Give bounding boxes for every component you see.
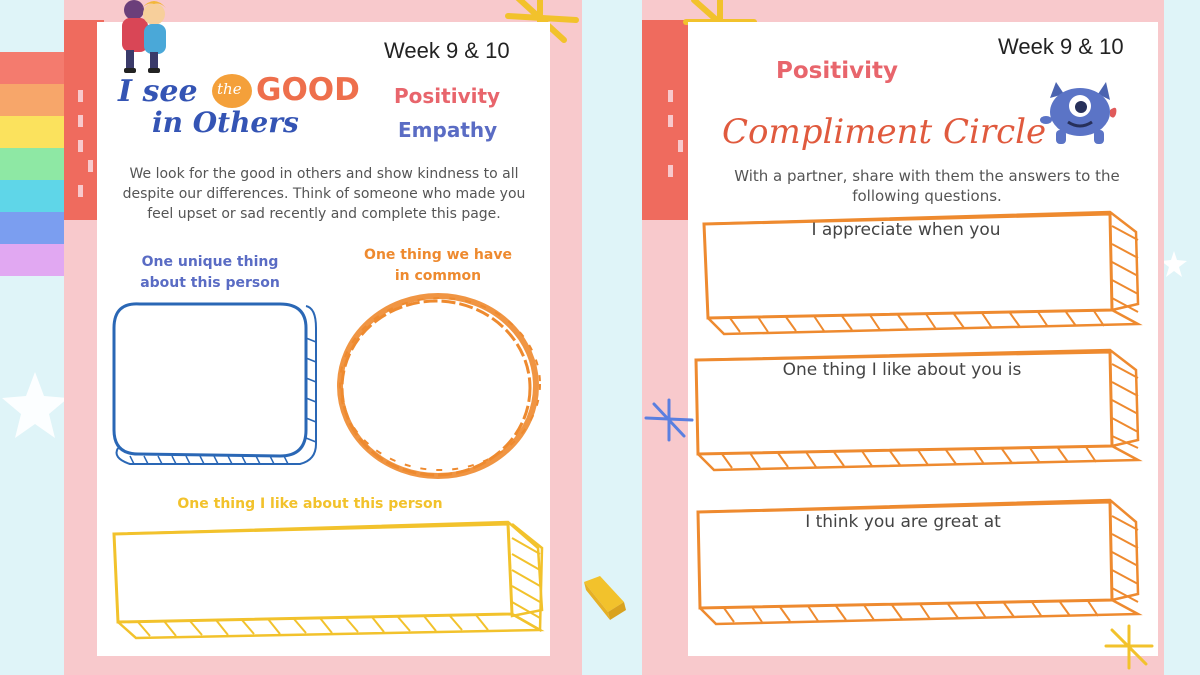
prompt-line: One unique thing — [141, 254, 279, 270]
coral-blob-right — [642, 20, 690, 220]
rainbow-stripes — [0, 52, 64, 276]
rainbow-stripe — [0, 180, 64, 212]
blue-sparkle-icon — [644, 398, 694, 442]
intro-text: We look for the good in others and show … — [108, 164, 540, 224]
yellow-sparkle-icon — [1104, 624, 1154, 670]
prompt-line: One thing we have — [364, 247, 512, 263]
title-i-see: I see — [118, 74, 198, 109]
value-positivity: Positivity — [776, 58, 898, 84]
rainbow-stripe — [0, 116, 64, 148]
rainbow-stripe — [0, 244, 64, 276]
purple-monster-icon — [1040, 82, 1117, 144]
answer-box-like-about-you[interactable] — [692, 348, 1143, 476]
children-hugging-icon — [122, 0, 166, 73]
compliment-circle-title: Compliment Circle — [722, 112, 1047, 152]
intro-line: feel upset or sad recently and complete … — [147, 206, 501, 222]
week-label: Week 9 & 10 — [998, 34, 1124, 59]
like-person-box[interactable] — [108, 518, 548, 648]
title-in-others: in Others — [152, 106, 299, 139]
value-positivity: Positivity — [394, 84, 501, 108]
rainbow-stripe — [0, 52, 64, 84]
rainbow-stripe — [0, 148, 64, 180]
value-empathy: Empathy — [398, 118, 498, 142]
answer-box-label: I think you are great at — [805, 512, 1001, 532]
rainbow-stripe — [0, 84, 64, 116]
title-good: GOOD — [256, 72, 360, 108]
prompt-in-common: One thing we have in common — [352, 245, 524, 287]
gold-bar-icon — [584, 576, 626, 620]
intro-line: We look for the good in others and show … — [129, 166, 519, 182]
intro-line: despite our differences. Think of someon… — [122, 186, 526, 202]
answer-box-label: I appreciate when you — [811, 220, 1001, 240]
unique-thing-box[interactable] — [110, 298, 320, 472]
title-the: the — [217, 80, 242, 98]
title-the-badge — [212, 74, 252, 108]
white-star-icon — [1161, 251, 1187, 277]
answer-box-great-at[interactable] — [694, 498, 1143, 628]
worksheet-title: I see the GOOD in Others — [118, 70, 360, 150]
prompt-line: about this person — [140, 275, 280, 291]
coral-blob-left — [64, 20, 104, 220]
instructions-line: following questions. — [852, 187, 1002, 205]
rainbow-stripe — [0, 212, 64, 244]
in-common-circle[interactable] — [334, 290, 544, 485]
instructions-line: With a partner, share with them the answ… — [734, 167, 1120, 185]
prompt-like-person: One thing I like about this person — [177, 496, 443, 512]
answer-box-appreciate[interactable] — [700, 210, 1143, 338]
prompt-line: in common — [394, 268, 482, 284]
prompt-unique-thing: One unique thing about this person — [120, 252, 300, 294]
answer-box-label: One thing I like about you is — [782, 360, 1022, 380]
instructions-text: With a partner, share with them the answ… — [722, 166, 1132, 206]
week-label: Week 9 & 10 — [384, 38, 510, 63]
white-star-icon — [2, 372, 68, 438]
